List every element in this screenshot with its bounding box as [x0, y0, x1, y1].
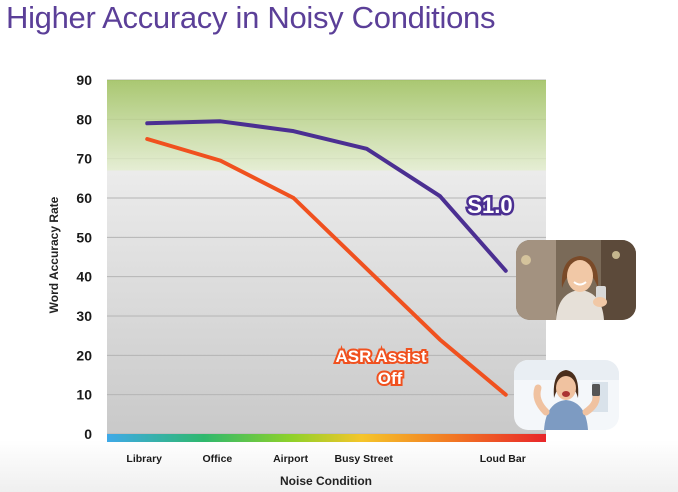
y-tick-label: 60 [76, 190, 92, 206]
floor-shade [0, 440, 678, 492]
x-tick-label: Loud Bar [480, 453, 526, 465]
series-label-s1: S1.0 [467, 193, 512, 218]
y-tick-label: 30 [76, 308, 92, 324]
y-tick-label: 10 [76, 387, 92, 403]
slide-title: Higher Accuracy in Noisy Conditions [6, 0, 496, 35]
series-line-asr-assist-off [145, 137, 508, 397]
x-tick-label: Library [126, 453, 162, 465]
y-tick-label: 20 [76, 347, 92, 363]
accuracy-highlight-band [107, 80, 546, 171]
series-label-asr-line1: ASR Assist [335, 347, 426, 366]
y-tick-label: 80 [76, 111, 92, 127]
woman-smiling-phone-photo [516, 240, 636, 320]
y-tick-label: 50 [76, 229, 92, 245]
y-tick-label: 40 [76, 269, 92, 285]
noise-gradient-bar [107, 434, 546, 442]
y-tick-label: 90 [76, 72, 92, 88]
x-tick-label: Office [203, 453, 233, 465]
y-tick-label: 70 [76, 151, 92, 167]
woman-cheering-phone-photo [514, 360, 619, 430]
series-line-s1 [145, 119, 508, 273]
series-label-asr-line2: Off [378, 369, 403, 388]
x-tick-label: Busy Street [335, 453, 394, 465]
y-tick-label: 0 [84, 426, 92, 442]
x-axis-label: Noise Condition [280, 474, 372, 488]
x-tick-label: Airport [273, 453, 309, 465]
y-axis-label: Word Accuracy Rate [47, 196, 61, 313]
